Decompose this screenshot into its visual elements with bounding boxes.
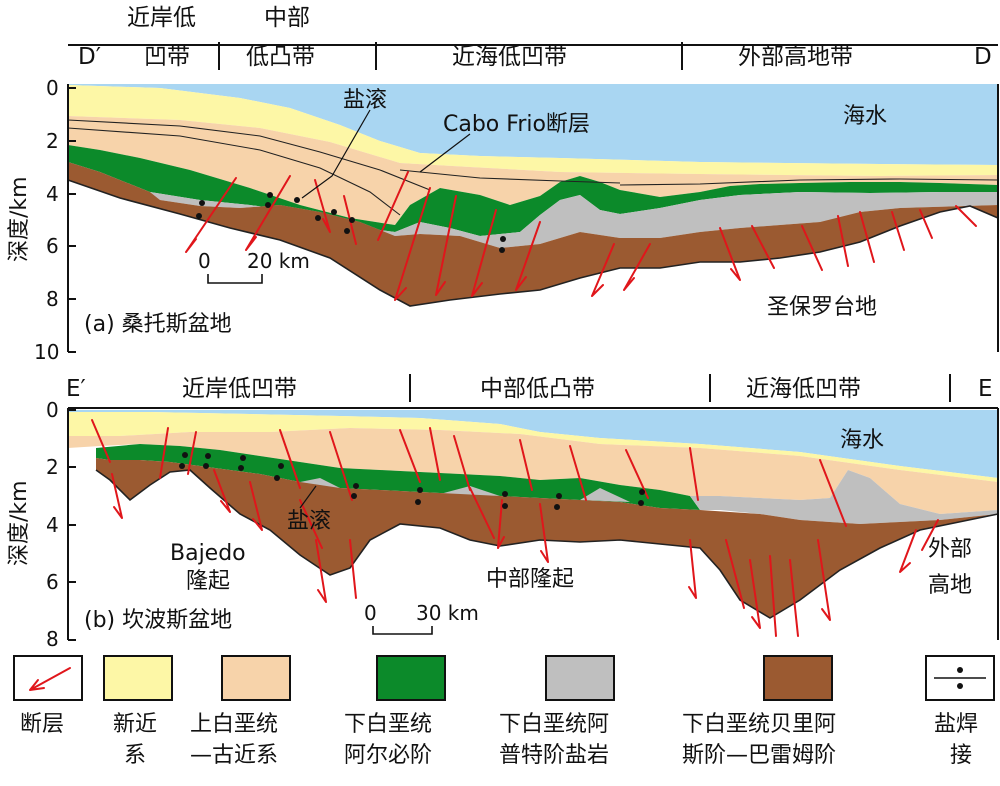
panel-a-berriasian-barremian (68, 162, 998, 306)
legend-label: 上白垩统 (190, 712, 278, 737)
panel-a-aptian-salt (150, 192, 998, 248)
panel-a-horizon-line (399, 169, 621, 184)
panel-b: E′ E 近岸低凹带 中部低凸带 近海低凹带 (7, 374, 999, 651)
legend-label: 新近 (113, 712, 157, 737)
panel-b-zone-nearshore: 近岸低凹带 (182, 376, 297, 402)
panel-a-upper-cretaceous-paleogene (68, 116, 998, 225)
legend-label: 盐焊 (934, 712, 978, 737)
legend-label: —古近系 (190, 743, 278, 768)
panel-a-scale-bar (207, 274, 263, 284)
legend-label: 普特阶盐岩 (499, 743, 609, 768)
legend-label: 接 (950, 743, 972, 768)
panel-a-tick-label: 4 (46, 182, 59, 206)
panel-a-right-end-label: D (974, 44, 992, 70)
panel-b-upper-cretaceous-paleogene (68, 428, 998, 514)
panel-b-scale-value: 30 km (416, 601, 479, 625)
panel-b-right-end-label: E (978, 376, 993, 402)
panel-a-sea (68, 84, 998, 165)
panel-a-zone-offshore: 近海低凹带 (452, 44, 567, 70)
legend: 断层 新近 系 上白垩统 —古近系 下白垩统 阿尔必阶 下白垩统阿 普特阶盐岩 … (13, 655, 995, 768)
panel-a-horizon-line (67, 127, 401, 216)
panel-b-faults (91, 419, 939, 637)
legend-label: 下白垩统贝里阿 (682, 712, 836, 737)
panel-a-title: (a) 桑托斯盆地 (84, 312, 232, 337)
panel-b-tick-label: 0 (46, 398, 59, 422)
panel-a-tick-label: 10 (34, 340, 59, 364)
panel-a-tick-label: 2 (46, 129, 59, 153)
panel-b-outer-high-line2: 高地 (928, 573, 972, 598)
panel-a-scale-zero: 0 (198, 249, 211, 273)
panel-a-zone-central-line2: 低凸带 (246, 44, 315, 70)
legend-label: 阿尔必阶 (344, 743, 432, 768)
legend-label: 斯阶—巴雷姆阶 (682, 743, 836, 768)
panel-a-y-axis-label: 深度/km (7, 176, 32, 262)
panel-b-tick-label: 6 (46, 570, 59, 594)
legend-label: 下白垩统 (344, 712, 432, 737)
panel-a-albian (68, 145, 998, 236)
panel-b-aptian-salt (300, 470, 998, 524)
panel-a-zone-nearshore-line1: 近岸低 (127, 5, 196, 31)
panel-a-plateau-label: 圣保罗台地 (767, 295, 877, 320)
panel-b-depth-ticks (68, 409, 76, 641)
panel-a-tick-label: 8 (46, 287, 59, 311)
panel-a-faults (185, 171, 977, 301)
panel-b-bajedo-label-line1: Bajedo (170, 541, 246, 566)
legend-label: 断层 (20, 712, 64, 737)
legend-item-albian: 下白垩统 阿尔必阶 (344, 655, 446, 768)
panel-a-sea-label: 海水 (843, 104, 887, 129)
legend-item-upper-cretaceous: 上白垩统 —古近系 (190, 655, 291, 768)
panel-a-horizon-line (67, 119, 431, 191)
salt-weld-dot-icon (957, 667, 963, 673)
panel-b-outer-high-line1: 外部 (928, 537, 972, 562)
panel-b-zone-central: 中部低凸带 (480, 376, 595, 402)
panel-a-horizon-line (619, 178, 999, 186)
panel-a-cenozoic (68, 85, 998, 176)
legend-label: 下白垩统阿 (499, 712, 609, 737)
panel-b-left-end-label: E′ (66, 376, 86, 402)
panel-b-cenozoic (68, 412, 998, 482)
panel-b-y-axis-label: 深度/km (7, 480, 32, 566)
panel-a-fault-name-pointer (419, 133, 471, 173)
panel-a-scale-value: 20 km (247, 249, 310, 273)
panel-b-salt-roller-label: 盐滚 (287, 509, 331, 534)
panel-b-title: (b) 坎波斯盆地 (84, 608, 232, 633)
fault-symbol-icon (29, 667, 71, 691)
panel-b-zone-offshore: 近海低凹带 (746, 376, 861, 402)
panel-a: D′ D 近岸低 凹带 中部 低凸带 近海低凹带 外部高地带 (7, 5, 999, 364)
panel-a-tick-label: 6 (46, 234, 59, 258)
panel-a-salt-roller-label: 盐滚 (343, 88, 387, 113)
panel-a-basement-line (67, 179, 999, 307)
panel-a-salt-welds (196, 192, 506, 253)
panel-a-tick-label: 0 (46, 76, 59, 100)
panel-b-bajedo-label-line2: 隆起 (186, 569, 230, 594)
panel-b-sea (68, 410, 998, 478)
panel-b-central-uplift-label: 中部隆起 (486, 567, 574, 592)
panel-a-left-end-label: D′ (78, 44, 101, 70)
panel-b-salt-roller-pointer (299, 485, 317, 509)
panel-b-salt-welds (179, 452, 645, 510)
panel-b-tick-label: 8 (46, 627, 59, 651)
legend-item-cenozoic: 新近 系 (103, 655, 173, 768)
panel-b-albian (96, 444, 700, 510)
panel-a-salt-roller-pointer (301, 109, 371, 199)
panel-a-zone-nearshore-line2: 凹带 (144, 44, 190, 70)
legend-item-fault: 断层 (13, 655, 83, 737)
panel-b-sea-label: 海水 (840, 428, 884, 453)
panel-b-scale-bar (372, 626, 433, 635)
panel-a-zone-central-line1: 中部 (264, 5, 310, 31)
legend-label: 系 (124, 743, 146, 768)
legend-item-salt-weld: 盐焊 接 (925, 655, 995, 768)
panel-a-depth-ticks (68, 87, 76, 353)
panel-a-fault-name-label: Cabo Frio断层 (443, 112, 590, 137)
panel-b-tick-label: 4 (46, 513, 59, 537)
panel-b-scale-zero: 0 (364, 601, 377, 625)
salt-weld-dot-icon (957, 683, 963, 689)
legend-item-aptian-salt: 下白垩统阿 普特阶盐岩 (499, 655, 615, 768)
legend-item-berriasian-barremian: 下白垩统贝里阿 斯阶—巴雷姆阶 (682, 655, 836, 768)
panel-b-tick-label: 2 (46, 455, 59, 479)
panel-a-zone-outer-high: 外部高地带 (738, 44, 853, 70)
